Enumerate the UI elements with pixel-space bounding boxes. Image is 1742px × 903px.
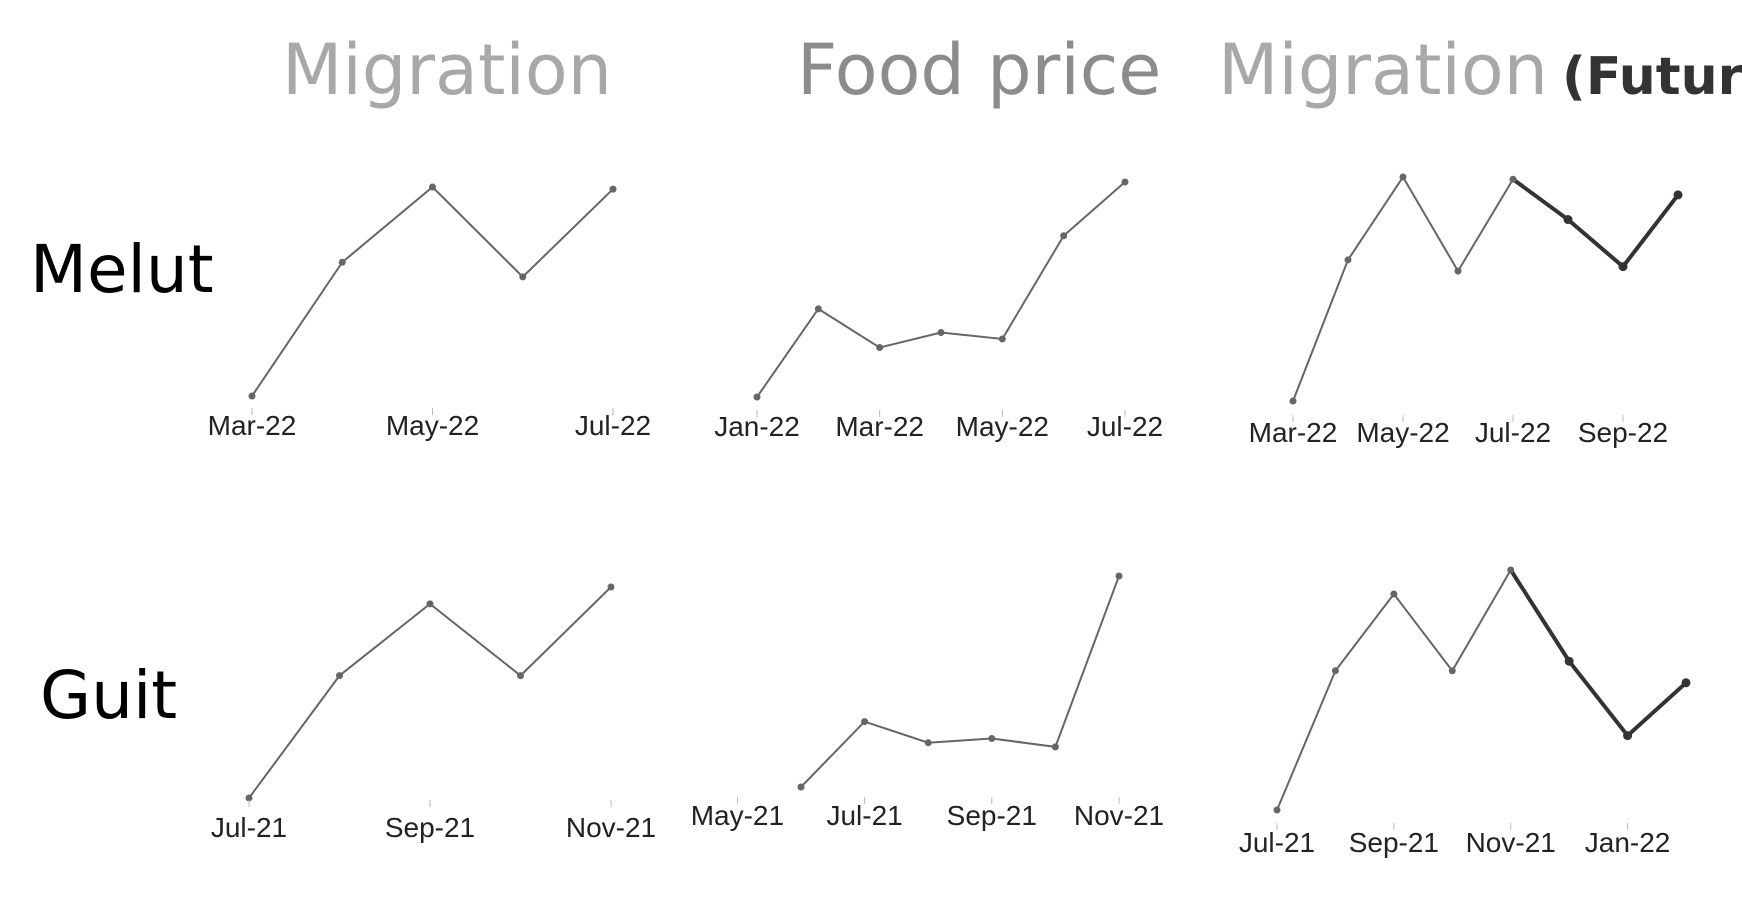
x-tick-label-melut-migration-jul-22: Jul-22 bbox=[575, 410, 651, 441]
x-tick-label-guit-migration-nov-21: Nov-21 bbox=[566, 812, 656, 843]
x-tick-label-melut-food-price-jul-22: Jul-22 bbox=[1087, 411, 1163, 442]
data-point-melut-migration-may-22 bbox=[429, 183, 436, 191]
x-tick-label-melut-migration-may-22: May-22 bbox=[386, 410, 479, 441]
data-point-guit-migration-future--oct-21 bbox=[1448, 667, 1456, 675]
column-title-food-price: Food price bbox=[797, 30, 1161, 110]
data-point-guit-migration-oct-21 bbox=[517, 672, 524, 680]
x-tick-label-guit-migration-jul-21: Jul-21 bbox=[211, 812, 287, 843]
x-tick-label-guit-migration-future--nov-21: Nov-21 bbox=[1466, 827, 1556, 858]
data-point-guit-food-price-aug-21 bbox=[924, 739, 932, 747]
future-tag: (Future) bbox=[1562, 47, 1742, 107]
column-title-migration-future-text: Migration bbox=[1218, 29, 1549, 111]
column-title-migration: Migration bbox=[282, 30, 612, 110]
data-point-melut-migration-future--apr-22 bbox=[1344, 256, 1352, 264]
x-tick-label-melut-food-price-jan-22: Jan-22 bbox=[714, 411, 800, 442]
x-tick-label-melut-migration-future--sep-22: Sep-22 bbox=[1578, 417, 1668, 448]
x-tick-label-guit-food-price-sep-21: Sep-21 bbox=[947, 800, 1037, 831]
series-line-melut-migration-future- bbox=[1292, 175, 1514, 402]
column-title-food-price-text: Food price bbox=[797, 29, 1162, 111]
column-title-migration-future: Migration(Future) bbox=[1218, 30, 1742, 110]
data-point-melut-migration-future--aug-22 bbox=[1563, 215, 1573, 225]
row-title-melut: Melut bbox=[30, 231, 214, 308]
panel-melut-migration: Mar-22 May-22 Jul-22 bbox=[208, 183, 651, 441]
data-point-melut-food-price-feb-22 bbox=[814, 305, 822, 313]
x-tick-label-melut-food-price-mar-22: Mar-22 bbox=[835, 411, 924, 442]
series-line-melut-migration bbox=[251, 185, 614, 397]
forecast-line-guit-migration-future- bbox=[1509, 568, 1688, 739]
data-point-melut-migration-future--oct-22 bbox=[1673, 190, 1683, 200]
x-tick-label-guit-migration-future--sep-21: Sep-21 bbox=[1349, 827, 1439, 858]
data-point-guit-food-price-jun-21 bbox=[797, 783, 805, 791]
data-point-melut-food-price-jun-22 bbox=[1060, 232, 1068, 240]
data-point-guit-migration-jul-21 bbox=[245, 794, 253, 802]
data-point-guit-migration-future--jan-22 bbox=[1623, 731, 1633, 741]
forecast-line-melut-migration-future- bbox=[1511, 177, 1680, 270]
data-point-guit-food-price-nov-21 bbox=[1115, 572, 1123, 580]
data-point-guit-migration-nov-21 bbox=[607, 583, 615, 591]
data-point-guit-migration-future--aug-21 bbox=[1331, 667, 1339, 675]
x-tick-label-guit-migration-sep-21: Sep-21 bbox=[385, 812, 475, 843]
data-point-melut-food-price-jan-22 bbox=[753, 393, 761, 401]
panel-guit-migration-future-: Jul-21 Sep-21 Nov-21 Jan-22 bbox=[1239, 566, 1691, 858]
series-line-melut-food-price bbox=[756, 181, 1126, 398]
data-point-guit-migration-future--dec-21 bbox=[1564, 656, 1574, 666]
data-point-melut-migration-future--sep-22 bbox=[1618, 262, 1628, 272]
data-point-melut-migration-future--jun-22 bbox=[1454, 267, 1462, 275]
x-tick-label-guit-migration-future--jan-22: Jan-22 bbox=[1585, 827, 1671, 858]
panel-guit-migration: Jul-21 Sep-21 Nov-21 bbox=[211, 583, 656, 843]
panel-melut-migration-future-: Mar-22 May-22 Jul-22 Sep-22 bbox=[1249, 173, 1683, 448]
column-title-migration-text: Migration bbox=[282, 29, 613, 111]
data-point-melut-migration-jul-22 bbox=[609, 185, 617, 193]
data-point-guit-food-price-jul-21 bbox=[861, 718, 869, 726]
series-line-guit-migration bbox=[248, 586, 612, 799]
x-tick-label-melut-food-price-may-22: May-22 bbox=[956, 411, 1049, 442]
data-point-guit-migration-future--sep-21 bbox=[1390, 590, 1398, 598]
series-line-guit-food-price bbox=[800, 575, 1120, 788]
panel-melut-food-price: Jan-22 Mar-22 May-22 Jul-22 bbox=[714, 178, 1163, 442]
row-title-guit: Guit bbox=[40, 657, 178, 734]
data-point-melut-migration-future--mar-22 bbox=[1289, 397, 1297, 405]
data-point-melut-migration-apr-22 bbox=[338, 258, 346, 266]
data-point-guit-migration-aug-21 bbox=[336, 672, 343, 680]
data-point-guit-food-price-oct-21 bbox=[1051, 743, 1059, 751]
data-point-melut-food-price-apr-22 bbox=[937, 329, 945, 336]
x-tick-label-guit-food-price-may-21: May-21 bbox=[691, 800, 784, 831]
x-tick-label-melut-migration-future--may-22: May-22 bbox=[1356, 417, 1449, 448]
data-point-melut-migration-jun-22 bbox=[519, 273, 527, 281]
data-point-melut-migration-future--may-22 bbox=[1399, 173, 1407, 181]
data-point-melut-food-price-jul-22 bbox=[1121, 178, 1129, 186]
data-point-guit-migration-future--jul-21 bbox=[1273, 806, 1281, 814]
x-tick-label-guit-migration-future--jul-21: Jul-21 bbox=[1239, 827, 1315, 858]
x-tick-label-melut-migration-future--mar-22: Mar-22 bbox=[1249, 417, 1338, 448]
data-point-guit-migration-future--feb-22 bbox=[1681, 678, 1691, 688]
data-point-melut-food-price-may-22 bbox=[998, 335, 1006, 343]
x-tick-label-guit-food-price-nov-21: Nov-21 bbox=[1074, 800, 1164, 831]
data-point-guit-migration-future--nov-21 bbox=[1507, 566, 1515, 574]
series-line-guit-migration-future- bbox=[1276, 569, 1512, 811]
data-point-guit-migration-sep-21 bbox=[426, 600, 434, 608]
data-point-guit-food-price-sep-21 bbox=[988, 734, 996, 742]
x-tick-label-melut-migration-mar-22: Mar-22 bbox=[208, 410, 297, 441]
data-point-melut-food-price-mar-22 bbox=[876, 344, 884, 352]
data-point-melut-migration-future--jul-22 bbox=[1509, 175, 1517, 183]
panel-guit-food-price: May-21 Jul-21 Sep-21 Nov-21 bbox=[691, 572, 1164, 831]
data-point-melut-migration-mar-22 bbox=[248, 392, 256, 400]
x-tick-label-guit-food-price-jul-21: Jul-21 bbox=[826, 800, 902, 831]
x-tick-label-melut-migration-future--jul-22: Jul-22 bbox=[1475, 417, 1551, 448]
